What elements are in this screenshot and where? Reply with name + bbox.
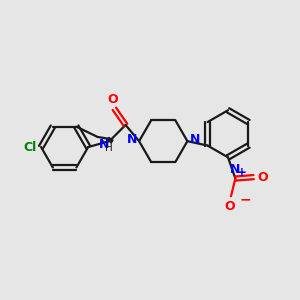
Text: N: N (230, 163, 240, 176)
Text: N: N (190, 133, 200, 146)
Text: +: + (237, 166, 247, 178)
Text: O: O (224, 200, 235, 213)
Text: Cl: Cl (23, 141, 37, 154)
Text: −: − (239, 193, 251, 207)
Text: O: O (108, 93, 118, 106)
Text: N: N (98, 138, 109, 152)
Text: N: N (126, 133, 137, 146)
Text: H: H (105, 143, 113, 153)
Text: O: O (257, 171, 268, 184)
